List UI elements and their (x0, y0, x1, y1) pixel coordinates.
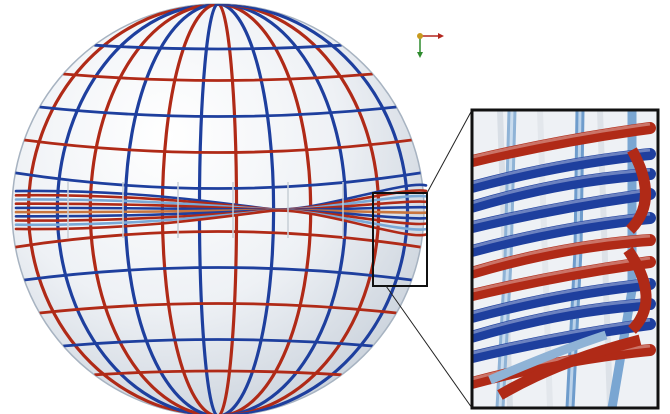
inset-coil-tube (472, 212, 656, 258)
sphere (11, 3, 428, 414)
inset-coil-tube (472, 148, 656, 194)
meridian-line (123, 4, 220, 414)
zoom-inset (470, 108, 660, 410)
latitude-line-lower (94, 369, 342, 377)
equator-field-lines (14, 182, 428, 238)
latitude-line-lower (39, 302, 397, 315)
zoom-inset-frame (470, 108, 660, 410)
inset-coil-tube (472, 256, 656, 302)
inset-curl-tube (623, 246, 652, 334)
zoom-connector-bottom (385, 285, 473, 409)
inset-coil-tube (472, 278, 656, 324)
inset-light-tube (488, 330, 608, 385)
latitude-line-lower (15, 230, 421, 249)
meridian-line (216, 4, 381, 414)
sphere-front-lines (15, 4, 421, 414)
meridian-line (216, 4, 410, 414)
meridian-line (88, 4, 220, 414)
inset-coil-highlight (472, 168, 651, 205)
zoom-inset-content (472, 110, 658, 408)
inset-coil-highlight (472, 188, 651, 225)
inset-coil-tube (472, 188, 656, 234)
inset-coil-highlight (472, 298, 651, 335)
equator-field-line (14, 209, 428, 237)
latitude-line-upper (63, 72, 373, 82)
inset-coil-tube (472, 318, 656, 364)
latitude-line-lower (24, 266, 412, 282)
latitude-line-upper (15, 171, 421, 190)
inset-coil-highlight (472, 212, 651, 249)
zoom-region-box (372, 192, 428, 287)
meridian-line (26, 4, 220, 414)
latitude-line-upper (94, 43, 342, 51)
inset-coil-tube (472, 298, 656, 344)
inset-coil-highlight (472, 318, 651, 355)
inset-coil-highlight (472, 234, 651, 271)
inset-coil-highlight (472, 278, 651, 315)
latitude-line-upper (24, 138, 412, 154)
inset-coil-highlight (472, 122, 651, 159)
latitude-line-upper (39, 105, 397, 118)
inset-curl-tube (497, 334, 642, 400)
zoom-connector-top (426, 109, 473, 194)
inset-coil-tube (472, 122, 656, 168)
axes-gizmo-icon (417, 33, 444, 58)
inset-coil-tube (472, 234, 656, 280)
inset-coil-tube (472, 168, 656, 214)
meridian-line (55, 4, 220, 414)
inset-curl-tube (625, 147, 651, 234)
meridian-line (160, 4, 220, 414)
latitude-line-lower (63, 338, 373, 348)
